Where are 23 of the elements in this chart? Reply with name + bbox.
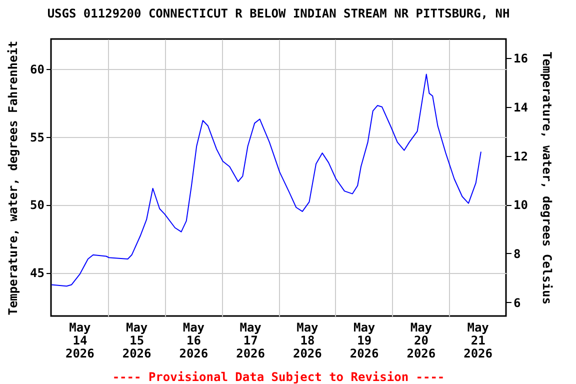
y2-tick-label: 14 bbox=[514, 100, 528, 114]
y-tick-label: 50 bbox=[30, 198, 44, 212]
x-tick-label: May 19 2026 bbox=[350, 320, 379, 360]
y-axis-title: Temperature, water, degrees Fahrenheit bbox=[6, 40, 20, 316]
y2-tick-label: 12 bbox=[514, 149, 528, 164]
line-series bbox=[51, 74, 482, 287]
y-tick-label: 55 bbox=[30, 130, 44, 144]
y2-tick-label: 6 bbox=[514, 296, 521, 310]
x-tick-label: May 20 2026 bbox=[406, 320, 436, 360]
x-tick-label: May 17 2026 bbox=[236, 320, 266, 360]
x-tick-label: May 15 2026 bbox=[122, 320, 152, 360]
x-tick-label: May 21 2026 bbox=[464, 320, 493, 360]
y-tick-label: 45 bbox=[30, 266, 44, 280]
y2-tick-label: 10 bbox=[514, 198, 528, 212]
x-tick-label: May 16 2026 bbox=[179, 320, 208, 360]
y2-tick-label: 8 bbox=[514, 246, 521, 261]
y2-axis-title: Temperature, water, degrees Celsius bbox=[540, 52, 554, 304]
x-tick-label: May 18 2026 bbox=[292, 320, 322, 360]
y-tick-label: 60 bbox=[30, 62, 44, 76]
y2-tick-label: 16 bbox=[514, 52, 528, 66]
chart-title: USGS 01129200 CONNECTICUT R BELOW INDIAN STREAM NR PITTSBURG, NH bbox=[47, 6, 510, 20]
text: ---- Provisional Data Subject to Revision ---- bbox=[112, 370, 445, 384]
x-tick-label: May 14 2026 bbox=[65, 320, 94, 360]
